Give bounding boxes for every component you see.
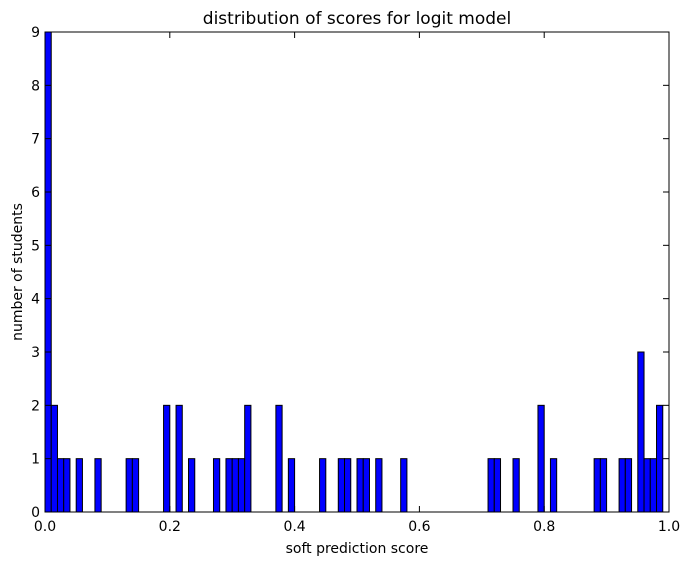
x-tick-label: 0.2 bbox=[159, 519, 181, 535]
histogram-bar bbox=[125, 458, 133, 513]
histogram-bar bbox=[244, 404, 252, 513]
bars-layer bbox=[44, 31, 664, 513]
y-tick-label: 9 bbox=[31, 25, 40, 41]
histogram-bar bbox=[275, 404, 283, 513]
histogram-bar bbox=[50, 404, 58, 513]
histogram-bar bbox=[656, 404, 664, 513]
histogram-bar bbox=[75, 458, 83, 513]
histogram-bar bbox=[287, 458, 296, 513]
histogram-bar bbox=[163, 404, 171, 513]
histogram-bar bbox=[94, 458, 102, 513]
x-tick-label: 1.0 bbox=[658, 519, 680, 535]
histogram-bar bbox=[618, 458, 626, 513]
chart-title: distribution of scores for logit model bbox=[203, 9, 511, 29]
x-tick-label: 0.8 bbox=[533, 519, 555, 535]
histogram-bar bbox=[356, 458, 364, 513]
histogram-bar bbox=[512, 458, 520, 513]
x-axis-title: soft prediction score bbox=[286, 541, 429, 557]
histogram-bar bbox=[362, 458, 370, 513]
histogram-bar bbox=[131, 458, 140, 513]
y-tick-label: 3 bbox=[31, 345, 40, 361]
y-tick-label: 5 bbox=[31, 238, 40, 254]
plot-frame bbox=[44, 31, 670, 513]
histogram-bar bbox=[56, 458, 65, 513]
x-tick-label: 0.4 bbox=[283, 519, 305, 535]
histogram-bar bbox=[175, 404, 183, 513]
histogram-bar bbox=[344, 458, 352, 513]
histogram-bar bbox=[375, 458, 383, 513]
histogram-bar bbox=[337, 458, 346, 513]
histogram-bar bbox=[237, 458, 246, 513]
y-tick-label: 1 bbox=[31, 452, 40, 468]
histogram-bar bbox=[188, 458, 196, 513]
x-tick-label: 0.0 bbox=[34, 519, 56, 535]
y-tick-label: 8 bbox=[31, 78, 40, 94]
histogram-bar bbox=[599, 458, 608, 513]
histogram-bar bbox=[231, 458, 239, 513]
histogram-bar bbox=[400, 458, 408, 513]
histogram-bar bbox=[537, 404, 545, 513]
histogram-bar bbox=[63, 458, 71, 513]
histogram-bar bbox=[624, 458, 633, 513]
y-axis-title: number of students bbox=[10, 203, 26, 341]
y-tick-label: 6 bbox=[31, 185, 40, 201]
histogram-bar bbox=[637, 351, 645, 513]
y-tick-label: 4 bbox=[31, 292, 40, 308]
histogram-bar bbox=[643, 458, 651, 513]
histogram-bar bbox=[649, 458, 658, 513]
histogram-bar bbox=[212, 458, 221, 513]
histogram-bar bbox=[44, 31, 52, 513]
histogram-bar bbox=[593, 458, 601, 513]
histogram-bar bbox=[487, 458, 495, 513]
histogram-bar bbox=[493, 458, 502, 513]
y-tick-label: 2 bbox=[31, 398, 40, 414]
histogram-bar bbox=[225, 458, 233, 513]
y-tick-label: 7 bbox=[31, 132, 40, 148]
x-tick-label: 0.6 bbox=[408, 519, 430, 535]
histogram-bar bbox=[549, 458, 558, 513]
histogram-bar bbox=[319, 458, 327, 513]
y-tick-label: 0 bbox=[31, 505, 40, 521]
